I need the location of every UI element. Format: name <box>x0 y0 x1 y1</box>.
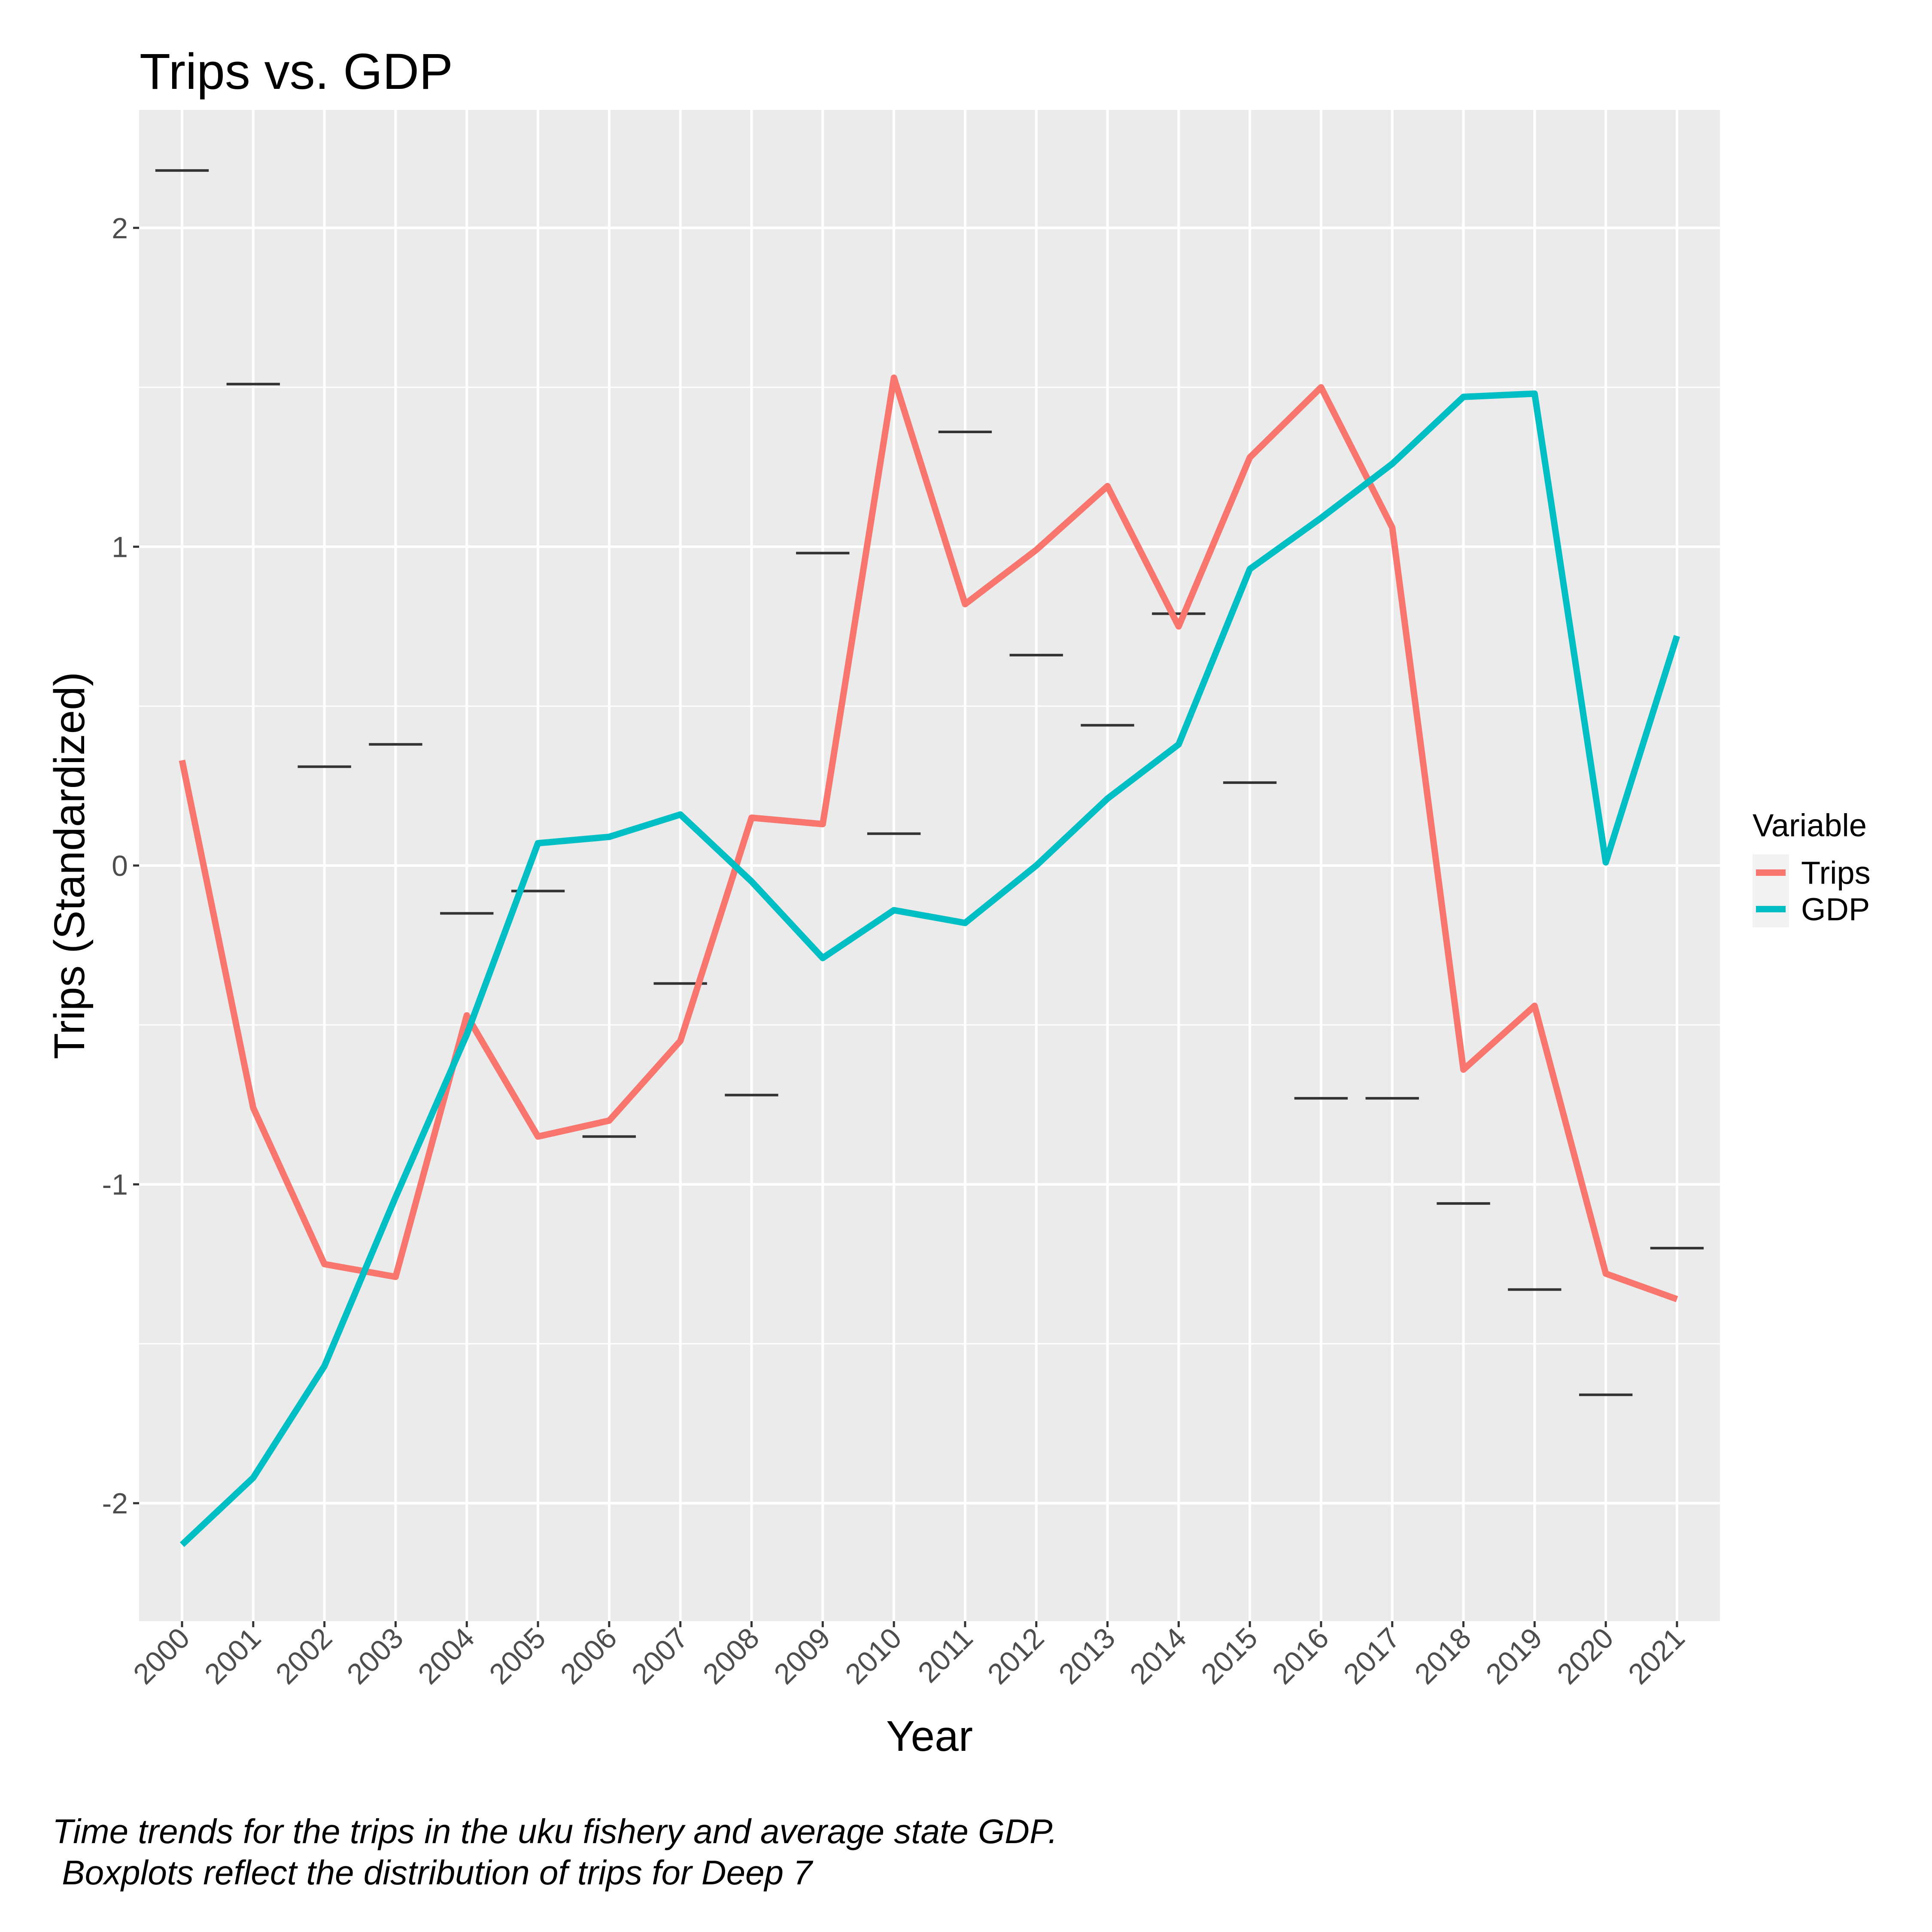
series-line-gdp <box>179 390 1680 1547</box>
legend-label: GDP <box>1801 892 1870 927</box>
x-tick-label: 2015 <box>1195 1622 1264 1691</box>
x-axis: 2000 2001 2002 2003 2004 2005 2006 2007 2008 2009… <box>127 1621 1691 1691</box>
y-axis-title: Trips (Standardized) <box>46 672 94 1059</box>
x-tick-label: 2007 <box>626 1622 695 1691</box>
x-tick-label: 2014 <box>1124 1622 1193 1691</box>
series-lines <box>179 374 1680 1547</box>
x-tick-label: 2003 <box>340 1622 410 1691</box>
series-line-trips <box>179 374 1678 1303</box>
x-tick-label: 2021 <box>1622 1622 1691 1691</box>
y-tick-label: 2 <box>112 212 128 245</box>
x-tick-label: 2018 <box>1408 1622 1477 1691</box>
x-tick-label: 2019 <box>1479 1622 1549 1691</box>
chart-title: Trips vs. GDP <box>140 43 453 100</box>
x-tick-label: 2002 <box>270 1622 339 1691</box>
x-tick-label: 2004 <box>412 1622 481 1691</box>
x-tick-label: 2005 <box>483 1622 552 1691</box>
boxplot-medians <box>155 169 1704 1396</box>
x-tick-label: 2009 <box>768 1622 837 1691</box>
x-tick-label: 2013 <box>1052 1622 1121 1691</box>
x-tick-label: 2000 <box>127 1622 196 1691</box>
legend-title: Variable <box>1753 808 1867 843</box>
x-axis-title: Year <box>886 1712 973 1760</box>
y-tick-label: -1 <box>102 1169 128 1201</box>
x-tick-label: 2001 <box>198 1622 267 1691</box>
y-tick-label: -2 <box>102 1487 128 1520</box>
x-tick-label: 2010 <box>839 1622 908 1691</box>
y-tick-label: 0 <box>112 850 128 882</box>
y-tick-label: 1 <box>112 531 128 563</box>
x-tick-label: 2006 <box>554 1622 623 1691</box>
x-tick-label: 2008 <box>696 1622 766 1691</box>
x-tick-label: 2011 <box>911 1622 979 1689</box>
x-tick-label: 2016 <box>1266 1622 1335 1691</box>
legend-label: Trips <box>1801 855 1871 891</box>
y-axis: -2 -1 0 1 2 <box>102 212 139 1520</box>
x-tick-label: 2017 <box>1337 1622 1406 1691</box>
x-tick-label: 2020 <box>1551 1622 1620 1691</box>
x-tick-label: 2012 <box>981 1622 1051 1691</box>
figure-caption: Time trends for the trips in the uku fis… <box>52 1812 1058 1892</box>
